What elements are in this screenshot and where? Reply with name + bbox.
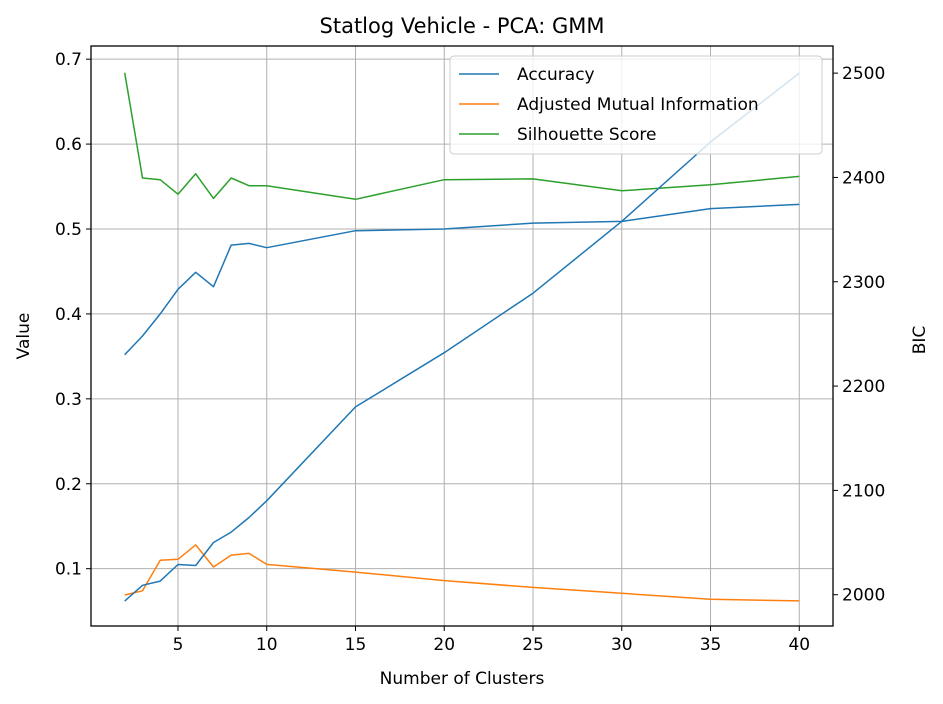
y-tick-label: 0.5 (55, 220, 82, 240)
x-axis-label: Number of Clusters (380, 669, 545, 689)
y-tick-label: 0.3 (55, 390, 82, 410)
series-line-accuracy (124, 203, 800, 356)
x-tick-label: 5 (173, 635, 184, 655)
y-axis-ticks: 0.1 0.2 0.3 0.4 0.5 0.6 0.7 (55, 50, 91, 580)
x-tick-label: 30 (611, 635, 633, 655)
y2-axis-label: BIC (910, 326, 930, 355)
y2-tick-label: 2000 (842, 586, 885, 606)
y2-tick-label: 2500 (842, 64, 885, 84)
y2-tick-label: 2100 (842, 481, 885, 501)
x-tick-label: 40 (788, 635, 810, 655)
series-lines (123, 72, 800, 602)
y-tick-label: 0.6 (55, 135, 82, 155)
x-tick-label: 10 (256, 635, 278, 655)
x-tick-label: 25 (522, 635, 544, 655)
legend-label-adjusted-mutual-information: Adjusted Mutual Information (517, 95, 759, 115)
y-tick-label: 0.2 (55, 475, 82, 495)
y2-tick-label: 2300 (842, 273, 885, 293)
legend-box (449, 55, 823, 155)
plot-area-frame (90, 45, 834, 627)
x-tick-label: 20 (433, 635, 455, 655)
legend-label-silhouette-score: Silhouette Score (517, 125, 656, 145)
legend: Accuracy Adjusted Mutual Information Silho… (449, 55, 823, 155)
y2-axis-ticks: 2000 2100 2200 2300 2400 2500 (833, 64, 885, 606)
y-tick-label: 0.4 (55, 305, 82, 325)
x-tick-label: 15 (345, 635, 367, 655)
series-line-silhouette-score (123, 72, 800, 201)
y-tick-label: 0.7 (55, 50, 82, 70)
y-axis-label: Value (14, 313, 34, 360)
x-tick-label: 35 (700, 635, 722, 655)
series-line-bic (124, 72, 800, 602)
legend-label-accuracy: Accuracy (517, 65, 595, 85)
series-line-adjusted-mutual-information (124, 544, 800, 602)
y2-tick-label: 2200 (842, 377, 885, 397)
x-axis-ticks: 5 10 15 20 25 30 35 40 (173, 626, 810, 655)
y-tick-label: 0.1 (55, 560, 82, 580)
y2-tick-label: 2400 (842, 168, 885, 188)
chart-title: Statlog Vehicle - PCA: GMM (320, 14, 605, 38)
